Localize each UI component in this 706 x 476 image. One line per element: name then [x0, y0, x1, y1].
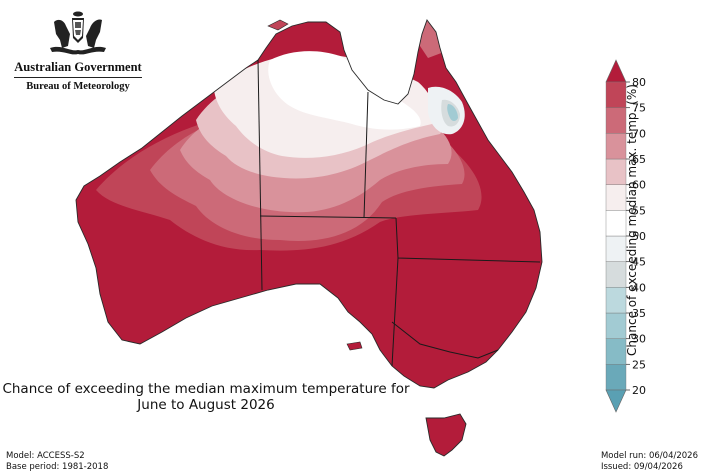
island [267, 19, 289, 31]
colorbar-tick-label: 80 [632, 76, 646, 89]
colorbar-segment [605, 133, 627, 160]
nt-sa-border [259, 215, 397, 219]
colorbar-segment [605, 184, 627, 211]
islands [267, 19, 363, 351]
island [346, 341, 363, 351]
tasmania [425, 413, 467, 457]
colorbar-tick-label: 55 [632, 204, 646, 217]
colorbar-tick-label: 30 [632, 333, 646, 346]
map-title: Chance of exceeding the median maximum t… [0, 381, 412, 413]
colorbar-segment [605, 210, 627, 237]
logo-divider [14, 77, 142, 78]
tasmania-fill [425, 413, 467, 457]
nt-qld-border [363, 91, 369, 219]
organisation-name: Australian Government [14, 60, 142, 74]
colorbar: 80 75 70 65 60 55 50 45 40 35 30 25 20 [605, 59, 646, 413]
colorbar-label: Chance of exceeding median max. temp. (%… [625, 84, 639, 356]
colorbar-tick-label: 25 [632, 358, 646, 371]
base-period-text: Base period: 1981-2018 [6, 462, 109, 472]
colorbar-segment [605, 107, 627, 134]
colorbar-tick-label: 50 [632, 230, 646, 243]
sa-vic-border [391, 257, 399, 367]
colorbar-segment [605, 235, 627, 262]
coat-of-arms-icon [50, 11, 106, 55]
colorbar-tick-label: 35 [632, 307, 646, 320]
state-borders [257, 59, 541, 367]
colorbar-segment [605, 287, 627, 314]
map-title-line-2: June to August 2026 [137, 397, 275, 413]
colorbar-segment [605, 81, 627, 108]
issued-text: Issued: 09/04/2026 [600, 462, 683, 472]
colorbar-ticks: 80 75 70 65 60 55 50 45 40 35 30 25 20 [626, 76, 646, 397]
zone-50-percent [268, 51, 421, 130]
colorbar-segment [605, 261, 627, 288]
model-text: Model: ACCESS-S2 [6, 451, 85, 461]
nsw-vic-border [391, 321, 499, 359]
model-run-text: Model run: 06/04/2026 [600, 451, 698, 461]
wa-border [257, 59, 263, 291]
colorbar-segment [605, 338, 627, 365]
colorbar-tick-label: 70 [632, 127, 646, 140]
colorbar-max-arrow [605, 59, 627, 83]
coastline [75, 19, 543, 389]
colorbar-segment [605, 158, 627, 185]
zone-30-percent [447, 104, 458, 121]
colorbar-tick-label: 20 [632, 384, 646, 397]
colorbar-segments [605, 81, 627, 391]
colorbar-tick-label: 65 [632, 153, 646, 166]
footer-left: Model: ACCESS-S2 Base period: 1981-2018 [6, 451, 108, 473]
colorbar-tick-label: 45 [632, 256, 646, 269]
colorbar-segment [605, 364, 627, 391]
map-title-line-1: Chance of exceeding the median maximum t… [2, 381, 410, 397]
colorbar-tick-label: 40 [632, 281, 646, 294]
bureau-name: Bureau of Meteorology [26, 81, 130, 92]
footer-right: Model run: 06/04/2026 Issued: 09/04/2026 [601, 451, 698, 473]
colorbar-segment [605, 312, 627, 339]
colorbar-min-arrow [605, 389, 627, 413]
colorbar-tick-label: 75 [632, 102, 646, 115]
colorbar-tick-label: 60 [632, 179, 646, 192]
government-logo: Australian Government Bureau of Meteorol… [10, 10, 146, 93]
